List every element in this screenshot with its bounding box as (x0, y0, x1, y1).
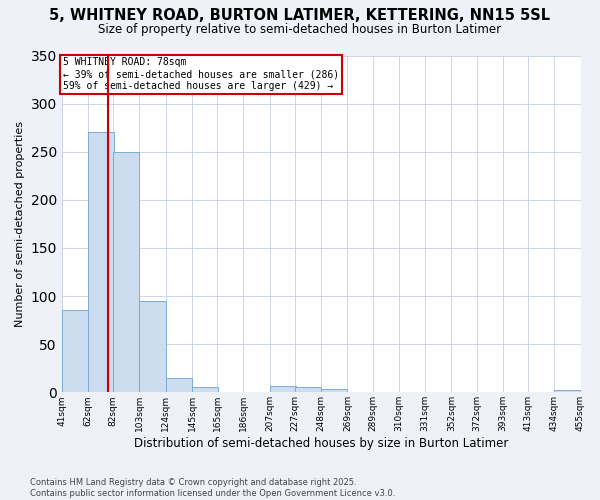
Text: Size of property relative to semi-detached houses in Burton Latimer: Size of property relative to semi-detach… (98, 22, 502, 36)
Bar (166, 378, 192, 392)
Bar (62, 310, 88, 392)
Bar (554, 390, 580, 392)
Bar (113, 152, 139, 392)
Text: 5, WHITNEY ROAD, BURTON LATIMER, KETTERING, NN15 5SL: 5, WHITNEY ROAD, BURTON LATIMER, KETTERI… (49, 8, 551, 22)
Bar (295, 386, 321, 392)
Bar (88, 132, 115, 392)
Text: 5 WHITNEY ROAD: 78sqm
← 39% of semi-detached houses are smaller (286)
59% of sem: 5 WHITNEY ROAD: 78sqm ← 39% of semi-deta… (63, 58, 339, 90)
Bar (321, 390, 347, 392)
Text: Contains HM Land Registry data © Crown copyright and database right 2025.
Contai: Contains HM Land Registry data © Crown c… (30, 478, 395, 498)
Bar (139, 301, 166, 392)
Y-axis label: Number of semi-detached properties: Number of semi-detached properties (15, 121, 25, 327)
Bar (270, 386, 296, 392)
Bar (192, 388, 218, 392)
X-axis label: Distribution of semi-detached houses by size in Burton Latimer: Distribution of semi-detached houses by … (134, 437, 508, 450)
